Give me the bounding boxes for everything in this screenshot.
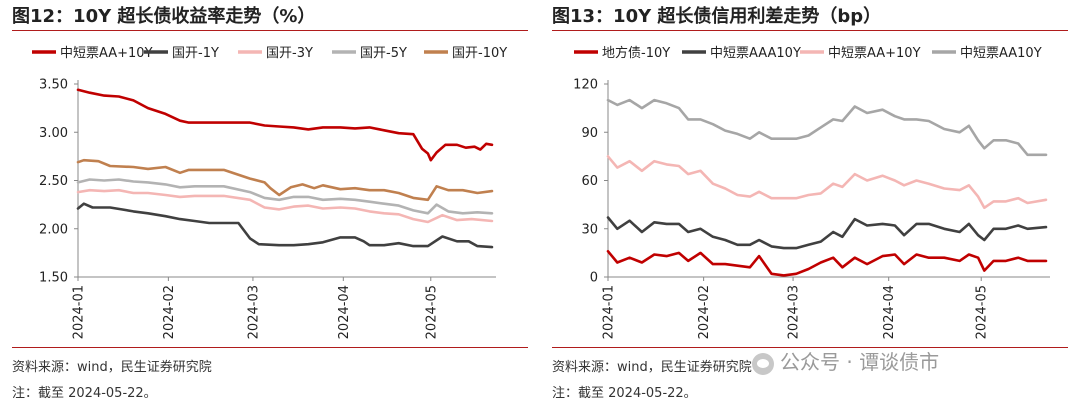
footer-divider: [552, 347, 1068, 348]
legend-item: 中短票AAA10Y: [682, 46, 801, 61]
legend-label: 中短票AA10Y: [960, 46, 1042, 61]
legend-label: 中短票AAA10Y: [710, 46, 801, 61]
yield-chart: 中短票AA+10Y 国开-1Y 国开-3Y 国开-5Y 国开-10Y 1.50 2.00 2.…: [32, 46, 507, 339]
x-tick-label: 2024-02: [162, 285, 177, 339]
x-tick-label: 2024-04: [882, 285, 897, 339]
x-tick-label: 2024-05: [975, 285, 990, 339]
legend-item: 国开-5Y: [332, 46, 407, 61]
legend-label: 国开-10Y: [452, 46, 507, 61]
series-line: [606, 98, 1048, 157]
x-tick-label: 2024-03: [246, 285, 261, 339]
series-line: [76, 178, 494, 215]
title-divider: [12, 30, 528, 31]
series-line: [606, 216, 1048, 250]
y-tick-label: 120: [573, 78, 598, 93]
y-tick-label: 3.00: [39, 126, 68, 141]
legend-item: 国开-10Y: [424, 46, 507, 61]
watermark-text: 公众号 · 谭谈债市: [780, 350, 940, 374]
left-chart-panel: 图12：10Y 超长债收益率走势（%） 中短票AA+10Y 国开-1Y 国开-3Y 国…: [12, 0, 540, 406]
date-note: 注：截至 2024-05-22。: [552, 386, 697, 401]
legend-label: 中短票AA+10Y: [60, 46, 153, 61]
right-chart-panel: 图13：10Y 超长债信用利差走势（bp） 地方债-10Y 中短票AAA10Y 中短…: [552, 0, 1080, 406]
legend-item: 中短票AA10Y: [932, 46, 1042, 61]
legend-label: 地方债-10Y: [602, 45, 670, 61]
legend-label: 国开-3Y: [266, 46, 313, 61]
title-divider: [552, 30, 1068, 31]
spread-chart: 地方债-10Y 中短票AAA10Y 中短票AA+10Y 中短票AA10Y 0 30 60 90…: [573, 45, 1050, 339]
legend-item: 国开-1Y: [144, 46, 219, 61]
series-line: [76, 202, 494, 249]
legend-item: 中短票AA+10Y: [32, 46, 153, 61]
y-tick-label: 60: [581, 174, 598, 189]
footer-divider: [12, 347, 528, 348]
date-note: 注：截至 2024-05-22。: [12, 386, 157, 401]
y-tick-label: 2.50: [39, 174, 68, 189]
wechat-icon: [752, 352, 774, 375]
legend-item: 地方债-10Y: [574, 45, 670, 61]
y-tick-label: 2.00: [39, 222, 68, 237]
legend-label: 国开-1Y: [172, 46, 219, 61]
series-line: [76, 158, 494, 202]
series-line: [76, 188, 494, 224]
x-tick-label: 2024-05: [424, 285, 439, 339]
chart-title: 图13：10Y 超长债信用利差走势（bp）: [552, 6, 882, 27]
watermark: 公众号 · 谭谈债市: [752, 346, 939, 375]
source-note: 资料来源：wind，民生证券研究院: [12, 360, 212, 375]
legend-item: 国开-3Y: [238, 46, 313, 61]
legend-label: 国开-5Y: [360, 46, 407, 61]
y-tick-label: 90: [581, 126, 598, 141]
x-tick-label: 2024-04: [337, 285, 352, 339]
x-tick-label: 2024-02: [697, 285, 712, 339]
y-tick-label: 3.50: [39, 78, 68, 93]
x-tick-label: 2024-01: [602, 285, 617, 339]
legend-item: 中短票AA+10Y: [800, 46, 921, 61]
y-tick-label: 0: [590, 271, 598, 286]
x-tick-label: 2024-03: [787, 285, 802, 339]
series-line: [76, 88, 494, 162]
series-line: [606, 155, 1048, 210]
y-tick-label: 30: [581, 222, 598, 237]
legend-label: 中短票AA+10Y: [828, 46, 921, 61]
x-tick-label: 2024-01: [72, 285, 87, 339]
chart-title: 图12：10Y 超长债收益率走势（%）: [12, 6, 316, 27]
source-note: 资料来源：wind，民生证券研究院: [552, 360, 752, 375]
y-tick-label: 1.50: [39, 271, 68, 286]
series-line: [606, 250, 1048, 277]
